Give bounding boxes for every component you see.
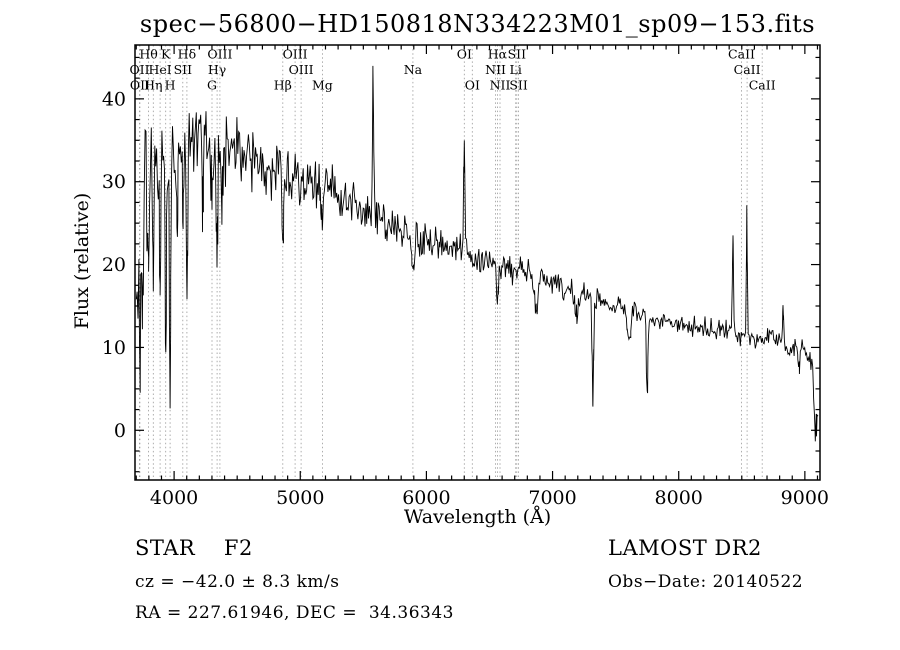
spectral-line-label: HeI <box>148 62 171 77</box>
spectral-line-label: NII <box>490 78 511 93</box>
spectral-line-label: SII <box>509 78 528 93</box>
y-tick-label: 30 <box>102 171 126 193</box>
x-tick-label: 7000 <box>528 487 576 509</box>
spectral-line-label: Hγ <box>208 62 226 77</box>
spectrum-trace <box>135 65 819 442</box>
y-tick-label: 10 <box>102 337 126 359</box>
spectral-line-label: G <box>207 78 217 93</box>
spectral-line-label: OII <box>129 62 149 77</box>
plot-title: spec−56800−HD150818N334223M01_sp09−153.f… <box>139 10 816 38</box>
observation-date: Obs−Date: 20140522 <box>608 572 804 592</box>
spectral-line-label: SII <box>174 62 193 77</box>
spectral-line-label: Hβ <box>274 78 292 93</box>
spectral-line-label: SII <box>508 47 527 62</box>
spectral-line-label: CaII <box>749 78 776 93</box>
x-tick-label: 4000 <box>150 487 198 509</box>
object-classification: STAR F2 <box>135 536 253 560</box>
spectral-line-label: K <box>161 47 171 62</box>
survey-release: LAMOST DR2 <box>608 536 762 560</box>
coordinates: RA = 227.61946, DEC = 34.36343 <box>135 603 454 623</box>
spectral-line-label: OI <box>457 47 472 62</box>
plot-frame <box>134 44 821 481</box>
spectral-line-label: OII <box>130 78 150 93</box>
spectral-line-label: OIII <box>283 47 308 62</box>
spectral-line-label: Hα <box>488 47 508 62</box>
x-axis-label: Wavelength (Å) <box>403 506 552 528</box>
spectral-line-label: OI <box>465 78 480 93</box>
spectral-line-label: CaII <box>734 62 761 77</box>
spectral-line-label: OIII <box>289 62 314 77</box>
spectral-line-label: Hθ <box>139 47 157 62</box>
spectral-line-label: NII <box>485 62 506 77</box>
spectral-line-label: Li <box>510 62 522 77</box>
spectral-line-label: Hδ <box>178 47 196 62</box>
y-tick-label: 20 <box>102 254 126 276</box>
y-tick-label: 0 <box>114 420 126 442</box>
x-tick-label: 6000 <box>402 487 450 509</box>
spectral-line-label: CaII <box>728 47 755 62</box>
x-tick-label: 8000 <box>655 487 703 509</box>
radial-velocity: cz = −42.0 ± 8.3 km/s <box>135 572 340 592</box>
spectral-line-label: H <box>165 78 176 93</box>
spectral-line-label: OIII <box>207 47 232 62</box>
y-tick-label: 40 <box>102 88 126 110</box>
spectral-line-label: Mg <box>312 78 333 93</box>
y-axis-label: Flux (relative) <box>71 192 93 330</box>
spectral-line-label: Na <box>404 62 423 77</box>
x-tick-label: 5000 <box>276 487 324 509</box>
x-tick-label: 9000 <box>781 487 829 509</box>
spectral-line-label: Hη <box>144 78 162 93</box>
